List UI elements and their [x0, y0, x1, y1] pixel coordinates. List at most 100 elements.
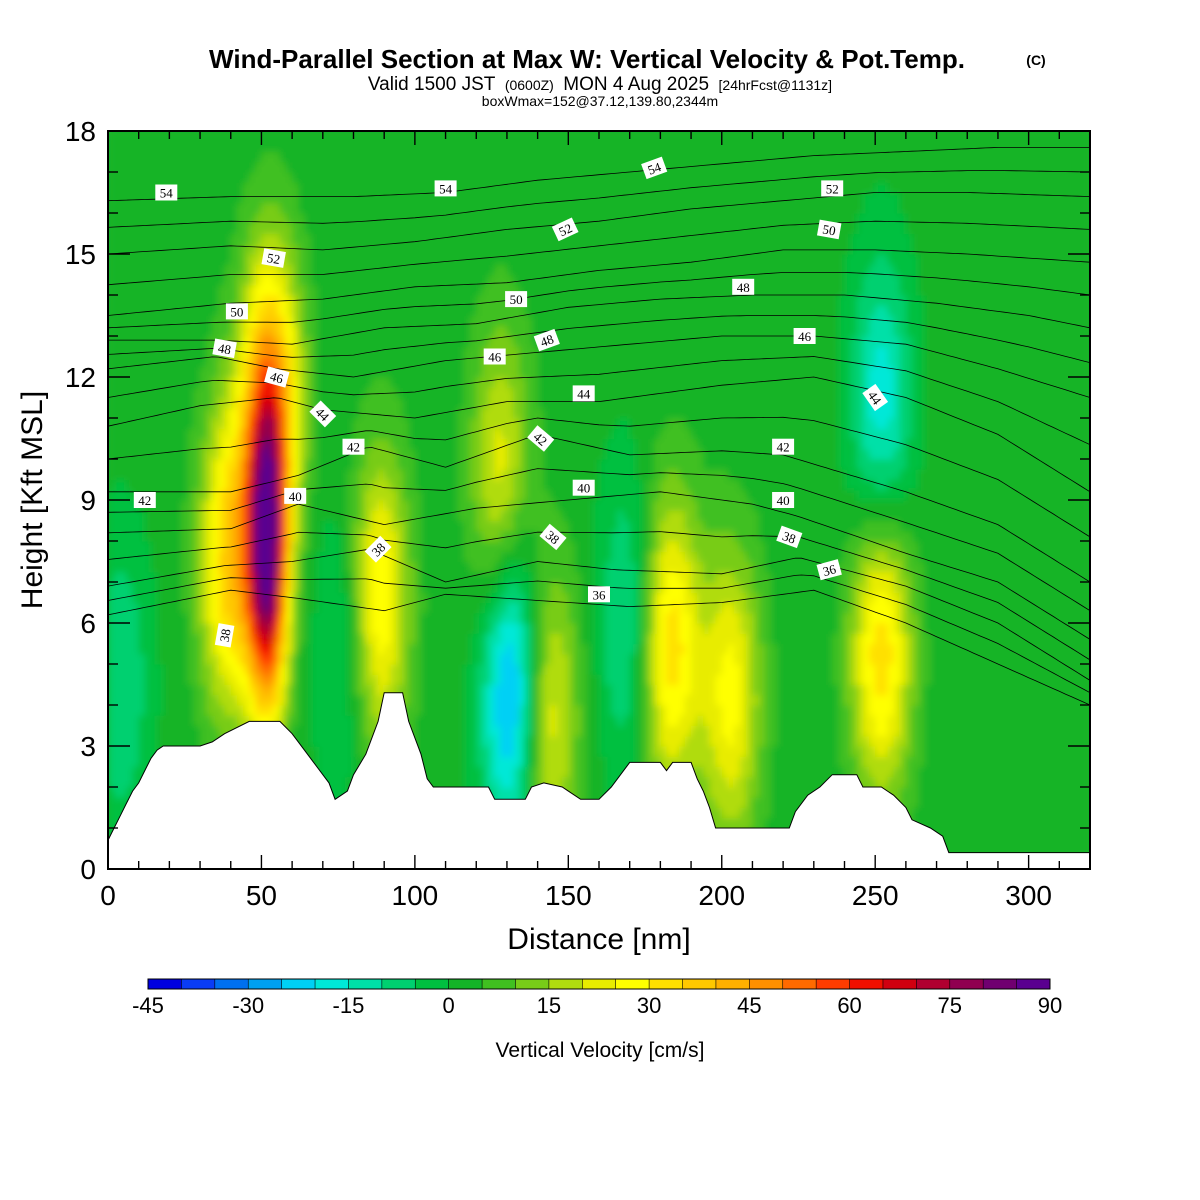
velocity-cell: [273, 161, 281, 173]
velocity-cell: [157, 479, 164, 491]
velocity-cell: [310, 459, 318, 470]
velocity-cell: [341, 776, 348, 788]
velocity-cell: [335, 407, 342, 419]
velocity-cell: [120, 530, 127, 542]
velocity-cell: [181, 469, 189, 481]
velocity-cell: [108, 274, 115, 286]
velocity-cell: [273, 469, 281, 481]
velocity-cell: [279, 295, 287, 306]
velocity-cell: [157, 735, 164, 747]
velocity-cell: [427, 684, 434, 696]
velocity-cell: [384, 592, 391, 604]
velocity-cell: [519, 551, 526, 563]
velocity-cell: [236, 284, 244, 296]
velocity-cell: [261, 612, 269, 624]
velocity-cell: [261, 202, 269, 214]
velocity-cell: [402, 489, 410, 501]
velocity-cell: [144, 694, 152, 706]
velocity-cell: [494, 151, 502, 163]
velocity-cell: [304, 397, 312, 409]
velocity-cell: [513, 305, 520, 317]
velocity-cell: [513, 366, 520, 378]
velocity-cell: [230, 243, 238, 255]
velocity-cell: [439, 633, 447, 645]
velocity-cell: [384, 612, 391, 624]
velocity-cell: [304, 633, 312, 645]
velocity-cell: [151, 182, 158, 194]
velocity-cell: [341, 141, 348, 153]
velocity-cell: [402, 571, 410, 583]
velocity-cell: [132, 325, 140, 337]
velocity-cell: [322, 448, 330, 460]
velocity-cell: [329, 469, 336, 481]
velocity-cell: [347, 705, 355, 716]
velocity-cell: [476, 346, 483, 358]
velocity-cell: [157, 213, 164, 224]
velocity-cell: [341, 735, 348, 747]
velocity-cell: [187, 284, 195, 296]
velocity-cell: [286, 469, 293, 481]
velocity-cell: [506, 254, 514, 265]
velocity-cell: [144, 479, 152, 491]
velocity-cell: [181, 633, 189, 645]
velocity-cell: [341, 305, 348, 317]
velocity-cell: [206, 715, 213, 727]
velocity-cell: [151, 510, 158, 522]
velocity-cell: [531, 776, 539, 788]
velocity-cell: [506, 674, 514, 686]
velocity-cell: [439, 428, 447, 440]
velocity-cell: [316, 151, 324, 163]
velocity-cell: [249, 551, 256, 563]
velocity-cell: [421, 346, 428, 358]
velocity-cell: [255, 243, 262, 255]
velocity-cell: [525, 428, 532, 440]
velocity-cell: [108, 817, 115, 829]
velocity-cell: [439, 397, 447, 409]
velocity-cell: [335, 305, 342, 317]
velocity-cell: [175, 602, 183, 614]
velocity-cell: [212, 530, 219, 542]
velocity-cell: [451, 694, 459, 706]
velocity-cell: [390, 131, 397, 142]
velocity-cell: [329, 571, 336, 583]
velocity-cell: [408, 664, 416, 675]
velocity-cell: [513, 623, 520, 634]
velocity-cell: [464, 295, 471, 306]
velocity-cell: [273, 407, 281, 419]
velocity-cell: [445, 715, 453, 727]
velocity-cell: [175, 182, 183, 194]
velocity-cell: [470, 664, 477, 675]
velocity-cell: [304, 674, 312, 686]
velocity-cell: [470, 746, 477, 757]
velocity-cell: [457, 715, 465, 727]
velocity-cell: [513, 766, 520, 778]
velocity-cell: [114, 787, 121, 798]
velocity-cell: [292, 325, 299, 337]
velocity-cell: [298, 336, 305, 347]
velocity-cell: [298, 274, 305, 286]
velocity-cell: [451, 325, 459, 337]
velocity-cell: [427, 274, 434, 286]
velocity-cell: [451, 623, 459, 634]
velocity-cell: [384, 233, 391, 245]
velocity-cell: [151, 602, 158, 614]
velocity-cell: [482, 633, 490, 645]
velocity-cell: [347, 202, 355, 214]
velocity-cell: [224, 325, 232, 337]
velocity-cell: [457, 428, 465, 440]
velocity-cell: [525, 202, 532, 214]
velocity-cell: [378, 264, 385, 276]
velocity-cell: [506, 694, 514, 706]
velocity-cell: [310, 725, 318, 737]
velocity-cell: [464, 161, 471, 173]
velocity-cell: [427, 182, 434, 194]
velocity-cell: [359, 387, 367, 399]
velocity-cell: [513, 735, 520, 747]
velocity-cell: [298, 387, 305, 399]
velocity-cell: [322, 612, 330, 624]
velocity-cell: [132, 438, 140, 450]
velocity-cell: [525, 510, 532, 522]
velocity-cell: [359, 561, 367, 573]
velocity-cell: [181, 561, 189, 573]
velocity-cell: [151, 202, 158, 214]
